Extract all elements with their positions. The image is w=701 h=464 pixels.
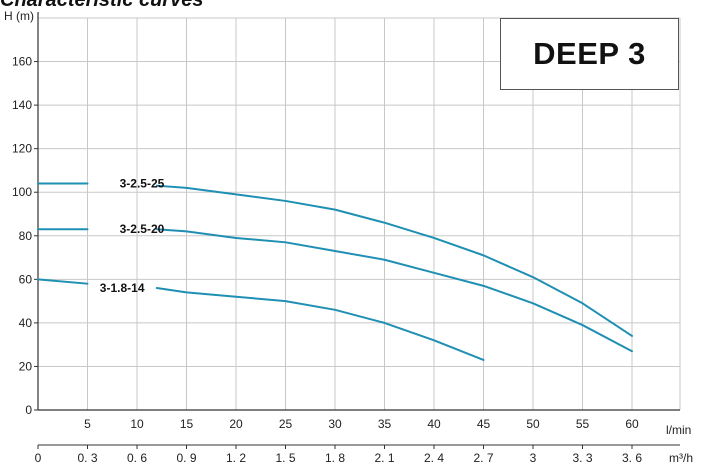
x-tick-label: 35 [378,417,392,431]
secondary-x-tick-label: 2. 1 [374,451,394,464]
secondary-x-tick-label: 0. 6 [127,451,147,464]
y-axis-label: H (m) [4,9,34,23]
series-lines [37,182,633,361]
secondary-x-tick-label: 1. 8 [325,451,345,464]
model-label-box: DEEP 3 [500,18,679,90]
y-tick-label: 80 [19,229,33,243]
y-tick-label: 120 [12,142,32,156]
series-line-3-1.8-14 [37,278,89,285]
series-label-3-2.5-25: 3-2.5-25 [120,177,165,191]
page-title: Characteristic curves [0,0,204,11]
y-tick-label: 60 [19,272,33,286]
x-tick-label: 55 [576,417,590,431]
series-line-3-2.5-20 [155,228,633,353]
y-tick-label: 160 [12,55,32,69]
y-tick-label: 40 [19,316,33,330]
y-tick-label: 20 [19,359,33,373]
series-label-3-2.5-20: 3-2.5-20 [120,222,165,236]
secondary-x-tick-label: 0. 9 [176,451,196,464]
secondary-x-tick-label: 0 [35,451,42,464]
x-tick-label: 5 [84,417,91,431]
series-labels: 3-2.5-25 3-2.5-20 3-1.8-14 [100,177,165,296]
secondary-x-tick-label: 2. 4 [424,451,444,464]
x-tick-label: 15 [180,417,194,431]
series-label-3-1.8-14: 3-1.8-14 [100,281,145,295]
x-tick-label: 30 [328,417,342,431]
secondary-x-tick-label: 1. 5 [275,451,295,464]
y-tick-label: 0 [25,403,32,417]
x-tick-label: 40 [427,417,441,431]
series-line-3-1.8-14 [155,287,485,361]
secondary-x-tick-label: 3. 6 [622,451,642,464]
x-tick-label: 60 [625,417,639,431]
x-tick-label: 50 [526,417,540,431]
x-axis-label: l/min [666,423,691,437]
x-tick-label: 25 [279,417,293,431]
series-line-3-2.5-25 [155,184,633,337]
y-tick-label: 140 [12,98,32,112]
secondary-x-tick-label: 3. 3 [572,451,592,464]
secondary-x-axis-label: m³/h [669,451,693,464]
x-tick-label: 45 [477,417,491,431]
secondary-x-tick-label: 0. 3 [77,451,97,464]
secondary-x-tick-label: 3 [530,451,537,464]
x-tick-label: 10 [130,417,144,431]
model-label: DEEP 3 [533,36,646,71]
y-tick-label: 100 [12,185,32,199]
secondary-x-tick-label: 1. 2 [226,451,246,464]
x-tick-label: 20 [229,417,243,431]
secondary-x-tick-label: 2. 7 [473,451,493,464]
grid [38,17,681,410]
